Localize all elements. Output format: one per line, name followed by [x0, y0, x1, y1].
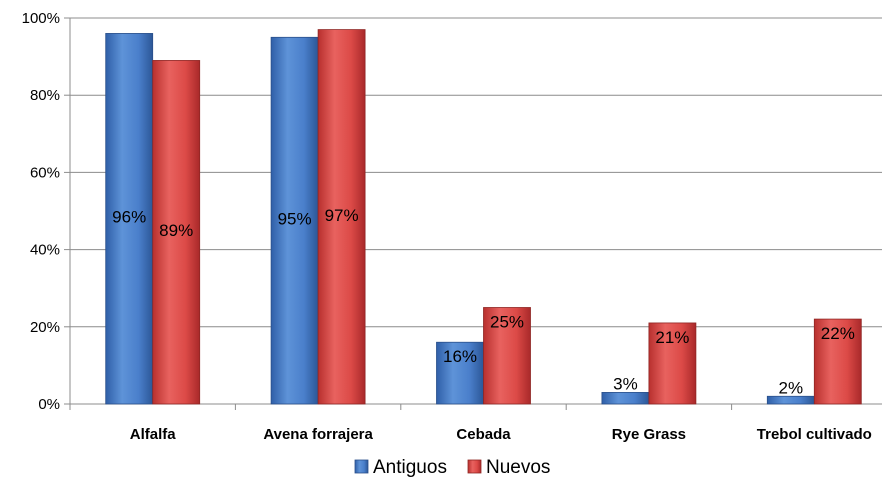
y-tick-label: 40% [30, 242, 60, 259]
x-tick-label: Alfalfa [130, 426, 177, 443]
data-label: 21% [655, 328, 689, 347]
x-tick-label: Cebada [456, 426, 511, 443]
bar-nuevos [813, 318, 862, 405]
data-label: 95% [278, 210, 312, 229]
legend-swatch-nuevos [467, 459, 482, 474]
y-tick-label: 100% [22, 10, 60, 27]
bar-antiguos [766, 395, 815, 405]
bar-nuevos [648, 322, 697, 405]
y-tick-label: 80% [30, 87, 60, 104]
data-label: 96% [112, 208, 146, 227]
axes: 0% 20% 40% 60% 80% 100% Alfalfa Avena forrajera… [22, 10, 882, 443]
y-tick-label: 0% [38, 396, 60, 413]
bar-antiguos [601, 392, 650, 405]
bar-nuevos [317, 29, 366, 405]
x-tick-label: Avena forrajera [263, 426, 373, 443]
x-tick-label: Trebol cultivado [757, 426, 872, 443]
bar-antiguos [436, 341, 484, 405]
data-label: 2% [779, 378, 804, 397]
legend-label: Nuevos [486, 457, 550, 478]
data-labels: 96% 95% 16% 3% 2% 89% 97% 25% 21% 22% [112, 206, 855, 397]
legend-swatch-antiguos [354, 459, 369, 474]
gridlines [70, 17, 882, 328]
y-tick-label: 20% [30, 319, 60, 336]
legend: Antiguos Nuevos [354, 457, 550, 478]
data-label: 97% [325, 206, 359, 225]
bar-antiguos [270, 36, 319, 405]
bars [105, 29, 862, 405]
data-label: 89% [159, 221, 193, 240]
data-label: 22% [821, 324, 855, 343]
x-tick-label: Rye Grass [612, 426, 686, 443]
data-label: 16% [443, 347, 477, 366]
y-tick-label: 60% [30, 164, 60, 181]
legend-label: Antiguos [373, 457, 447, 478]
data-label: 25% [490, 313, 524, 332]
data-label: 3% [613, 374, 638, 393]
bar-nuevos [152, 60, 201, 405]
bar-antiguos [105, 33, 154, 405]
bar-nuevos [483, 307, 531, 405]
